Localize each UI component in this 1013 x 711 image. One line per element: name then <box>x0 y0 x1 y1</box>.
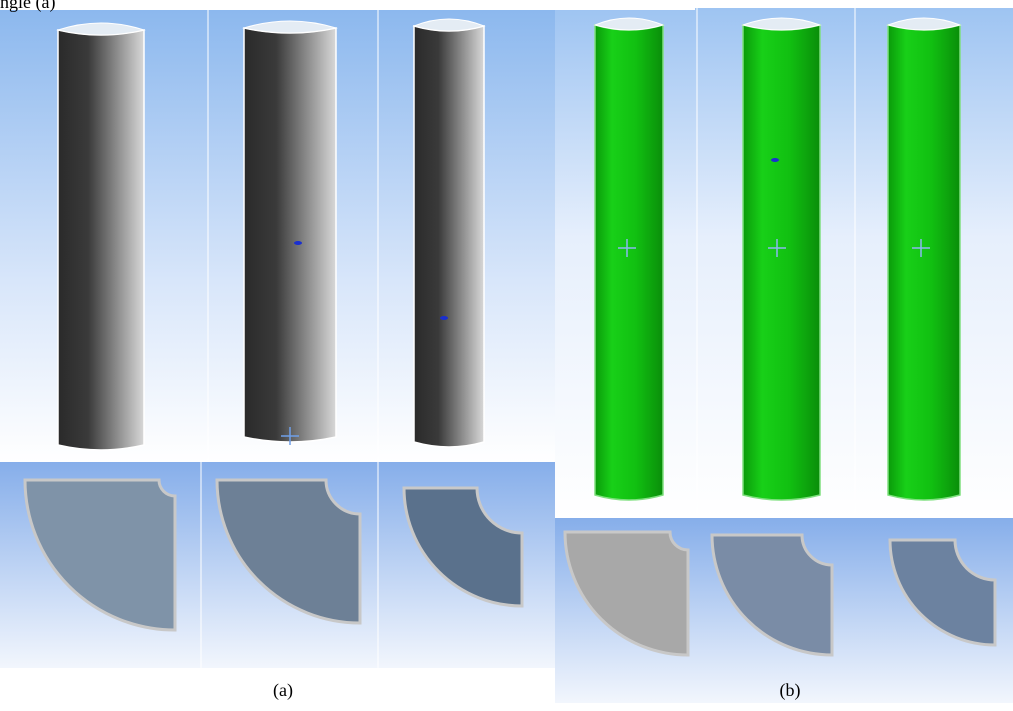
cross-section <box>563 530 690 657</box>
cross-section <box>402 486 524 608</box>
cross-section <box>888 538 997 647</box>
cylinder <box>57 29 145 451</box>
label-a: (a) <box>273 680 293 701</box>
cylinder <box>413 25 485 448</box>
cylinder-top <box>741 17 822 31</box>
cylinder <box>243 27 337 443</box>
dot <box>294 241 302 245</box>
header-fragment: ngle (a) <box>0 0 55 13</box>
cross-section <box>23 478 177 632</box>
cross-section <box>710 533 834 657</box>
label-b: (b) <box>780 680 801 701</box>
cylinder <box>887 24 961 501</box>
gap <box>555 0 695 10</box>
cylinder-top <box>242 20 338 34</box>
cylinder-top <box>886 17 962 31</box>
cylinder-top <box>412 18 486 32</box>
dot <box>440 316 448 320</box>
cross-section <box>215 478 362 625</box>
cylinder-top <box>593 17 665 31</box>
cylinder <box>594 23 664 501</box>
cylinder-top <box>56 22 146 36</box>
cylinder <box>742 24 821 501</box>
dot <box>771 158 779 162</box>
